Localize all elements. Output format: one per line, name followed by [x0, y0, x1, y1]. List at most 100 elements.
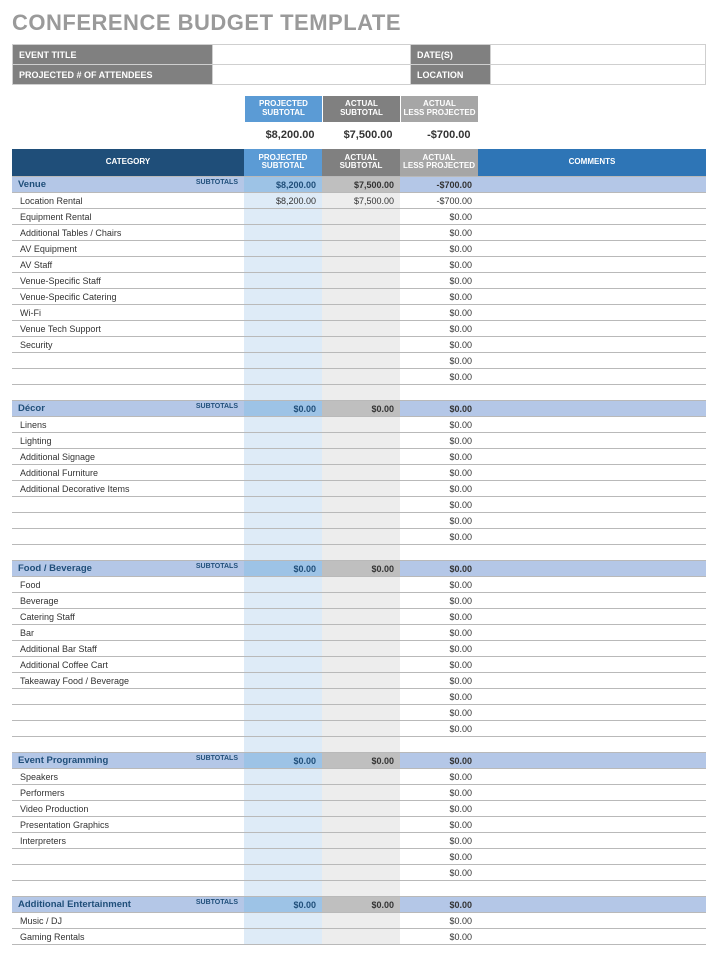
item-comment[interactable]: [478, 209, 706, 225]
item-actual[interactable]: [322, 209, 400, 225]
item-comment[interactable]: [478, 881, 706, 897]
item-projected[interactable]: [244, 241, 322, 257]
dates-field[interactable]: [491, 45, 706, 65]
item-projected[interactable]: [244, 673, 322, 689]
item-actual[interactable]: [322, 593, 400, 609]
item-comment[interactable]: [478, 657, 706, 673]
item-comment[interactable]: [478, 241, 706, 257]
item-projected[interactable]: [244, 929, 322, 945]
item-projected[interactable]: [244, 817, 322, 833]
item-projected[interactable]: [244, 513, 322, 529]
item-actual[interactable]: [322, 529, 400, 545]
item-comment[interactable]: [478, 273, 706, 289]
item-projected[interactable]: [244, 609, 322, 625]
item-actual[interactable]: [322, 881, 400, 897]
item-comment[interactable]: [478, 769, 706, 785]
item-actual[interactable]: [322, 225, 400, 241]
item-projected[interactable]: [244, 257, 322, 273]
item-actual[interactable]: [322, 321, 400, 337]
item-label[interactable]: Additional Furniture: [12, 465, 244, 481]
item-label[interactable]: Food: [12, 577, 244, 593]
item-actual[interactable]: [322, 369, 400, 385]
item-actual[interactable]: [322, 545, 400, 561]
item-label[interactable]: [12, 689, 244, 705]
item-comment[interactable]: [478, 737, 706, 753]
item-label[interactable]: Music / DJ: [12, 913, 244, 929]
item-label[interactable]: AV Equipment: [12, 241, 244, 257]
item-label[interactable]: [12, 881, 244, 897]
item-comment[interactable]: [478, 353, 706, 369]
item-actual[interactable]: [322, 481, 400, 497]
location-field[interactable]: [491, 65, 706, 85]
item-projected[interactable]: [244, 689, 322, 705]
item-comment[interactable]: [478, 417, 706, 433]
item-label[interactable]: Interpreters: [12, 833, 244, 849]
item-label[interactable]: [12, 705, 244, 721]
item-label[interactable]: [12, 385, 244, 401]
item-actual[interactable]: [322, 273, 400, 289]
item-comment[interactable]: [478, 497, 706, 513]
item-comment[interactable]: [478, 529, 706, 545]
item-projected[interactable]: [244, 593, 322, 609]
item-projected[interactable]: [244, 657, 322, 673]
item-projected[interactable]: [244, 625, 322, 641]
item-label[interactable]: Additional Decorative Items: [12, 481, 244, 497]
item-comment[interactable]: [478, 929, 706, 945]
item-comment[interactable]: [478, 305, 706, 321]
item-actual[interactable]: [322, 577, 400, 593]
item-label[interactable]: Performers: [12, 785, 244, 801]
item-comment[interactable]: [478, 369, 706, 385]
item-projected[interactable]: [244, 465, 322, 481]
item-label[interactable]: [12, 513, 244, 529]
item-actual[interactable]: [322, 433, 400, 449]
item-label[interactable]: [12, 849, 244, 865]
item-projected[interactable]: [244, 705, 322, 721]
item-label[interactable]: Equipment Rental: [12, 209, 244, 225]
item-actual[interactable]: [322, 817, 400, 833]
item-comment[interactable]: [478, 785, 706, 801]
item-label[interactable]: Location Rental: [12, 193, 244, 209]
item-label[interactable]: Venue-Specific Staff: [12, 273, 244, 289]
item-actual[interactable]: [322, 929, 400, 945]
item-label[interactable]: Additional Coffee Cart: [12, 657, 244, 673]
item-comment[interactable]: [478, 337, 706, 353]
item-comment[interactable]: [478, 913, 706, 929]
item-label[interactable]: AV Staff: [12, 257, 244, 273]
item-label[interactable]: Bar: [12, 625, 244, 641]
section-comment[interactable]: [478, 897, 706, 913]
item-label[interactable]: [12, 865, 244, 881]
item-actual[interactable]: [322, 257, 400, 273]
item-comment[interactable]: [478, 577, 706, 593]
item-actual[interactable]: [322, 721, 400, 737]
item-comment[interactable]: [478, 817, 706, 833]
item-comment[interactable]: [478, 385, 706, 401]
item-label[interactable]: Linens: [12, 417, 244, 433]
item-label[interactable]: [12, 529, 244, 545]
item-actual[interactable]: [322, 833, 400, 849]
item-actual[interactable]: [322, 609, 400, 625]
item-actual[interactable]: [322, 673, 400, 689]
item-comment[interactable]: [478, 321, 706, 337]
item-actual[interactable]: [322, 769, 400, 785]
item-label[interactable]: Takeaway Food / Beverage: [12, 673, 244, 689]
item-actual[interactable]: [322, 801, 400, 817]
item-comment[interactable]: [478, 193, 706, 209]
section-comment[interactable]: [478, 177, 706, 193]
item-label[interactable]: Catering Staff: [12, 609, 244, 625]
item-label[interactable]: Gaming Rentals: [12, 929, 244, 945]
item-projected[interactable]: $8,200.00: [244, 193, 322, 209]
item-actual[interactable]: [322, 385, 400, 401]
item-comment[interactable]: [478, 225, 706, 241]
item-comment[interactable]: [478, 481, 706, 497]
item-comment[interactable]: [478, 689, 706, 705]
item-projected[interactable]: [244, 481, 322, 497]
item-actual[interactable]: [322, 513, 400, 529]
item-label[interactable]: Additional Tables / Chairs: [12, 225, 244, 241]
item-comment[interactable]: [478, 433, 706, 449]
item-projected[interactable]: [244, 529, 322, 545]
item-actual[interactable]: [322, 705, 400, 721]
item-comment[interactable]: [478, 289, 706, 305]
item-actual[interactable]: [322, 737, 400, 753]
item-projected[interactable]: [244, 641, 322, 657]
item-label[interactable]: [12, 545, 244, 561]
